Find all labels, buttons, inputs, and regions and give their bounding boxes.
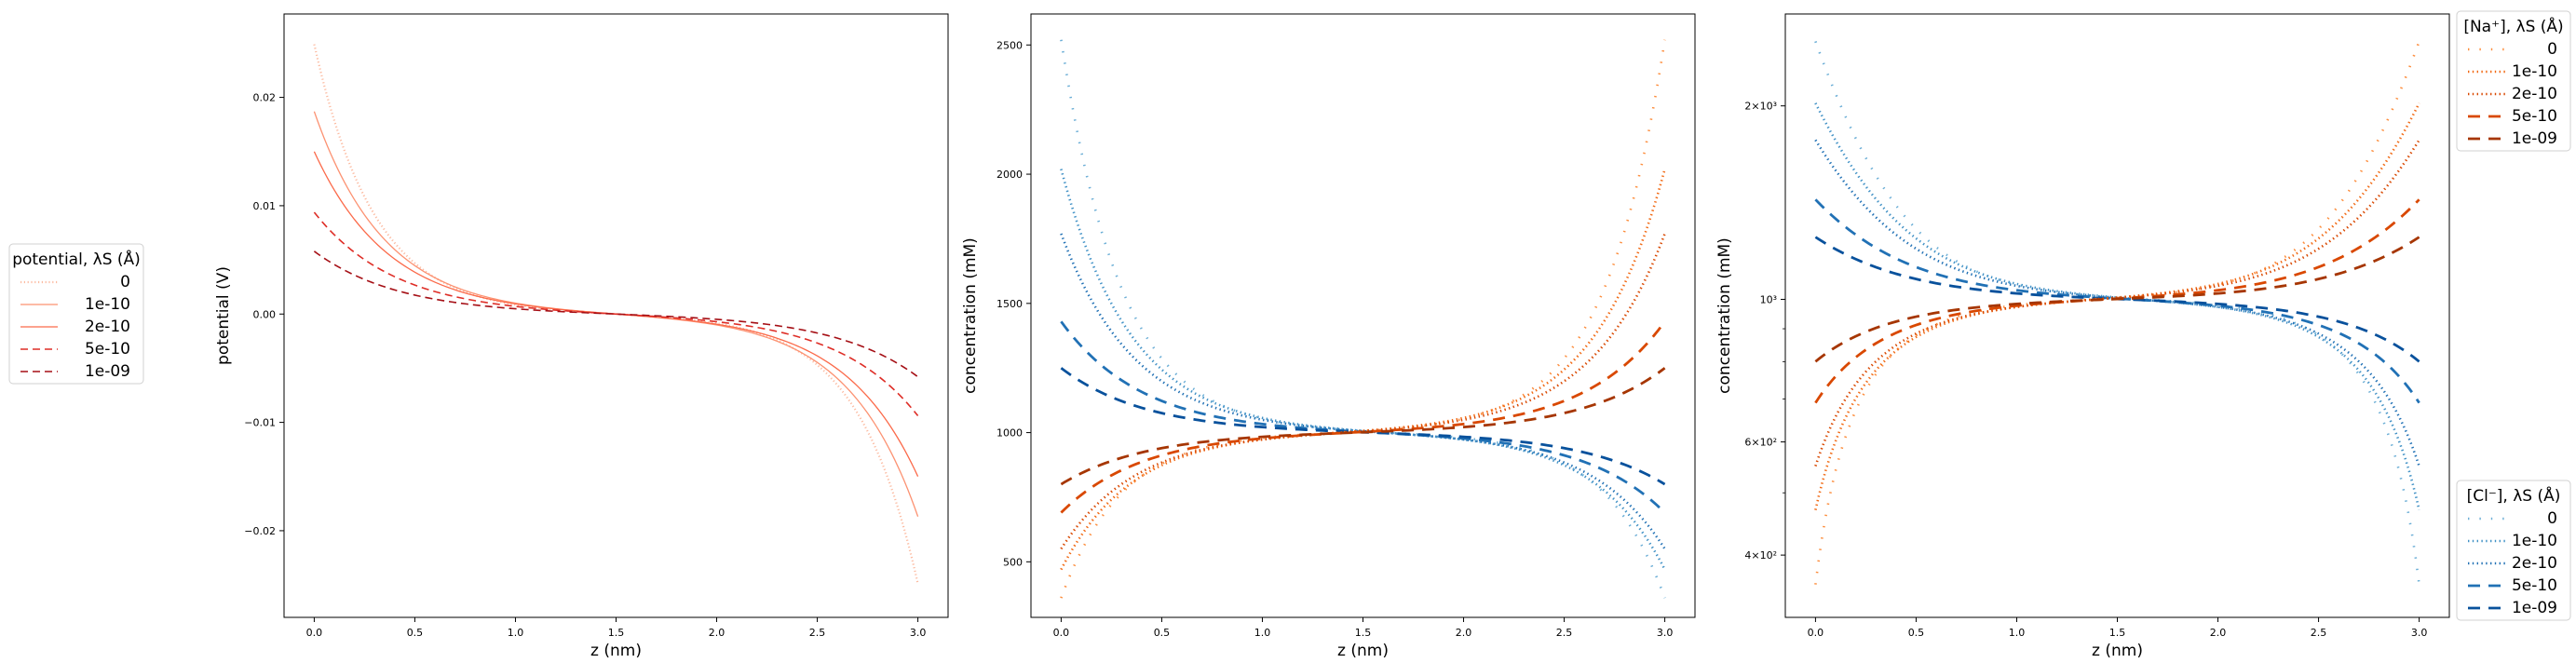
y-axis-label: concentration (mM) [961, 237, 980, 394]
x-tick-label: 2.5 [1556, 627, 1573, 639]
legend: [Na⁺], λS (Å) 0 1e-10 2e-10 5e-10 1e-09 [2456, 10, 2571, 152]
x-tick-label: 0.5 [1154, 627, 1171, 639]
x-axis-label: z (nm) [590, 642, 642, 660]
y-axis-label: concentration (mM) [1715, 237, 1734, 394]
legend-entry: 1e-09 [2512, 129, 2557, 148]
y-tick-label: 2×10³ [1744, 101, 1777, 113]
y-tick-label: 10³ [1760, 293, 1777, 305]
x-axis-label: z (nm) [2092, 642, 2143, 660]
x-tick-label: 0.5 [1908, 627, 1925, 639]
series-line [1060, 233, 1666, 550]
panel-frame [283, 13, 949, 618]
panel-frame [1784, 13, 2450, 618]
series-line [1060, 169, 1666, 571]
legend-entry: 1e-09 [85, 362, 130, 381]
legend-entry: 5e-10 [2512, 107, 2557, 126]
y-tick-label: 6×10² [1744, 437, 1777, 449]
x-tick-label: 0.0 [1053, 627, 1070, 639]
x-tick-label: 2.5 [2311, 627, 2327, 639]
series-line [1060, 39, 1666, 599]
legend-entry: 0 [120, 273, 130, 291]
panel-3: 0.0 0.5 1.0 1.5 2.0 2.5 3.0 2×10³ 10³ 6×10² 4×10² z… [1715, 13, 2450, 660]
series-group [1060, 39, 1666, 599]
series-line [1060, 233, 1666, 550]
legend-frame [2456, 480, 2571, 621]
panel-frame [1030, 13, 1696, 618]
x-tick-label: 1.5 [608, 627, 625, 639]
x-tick-label: 1.0 [2009, 627, 2026, 639]
series-line [1060, 320, 1666, 514]
series-line [1814, 40, 2420, 585]
y-tick-label: 0.01 [253, 200, 277, 212]
x-tick-label: 2.0 [709, 627, 725, 639]
y-tick-label: 2000 [997, 169, 1023, 181]
series-line [1060, 39, 1666, 599]
legend: [Cl⁻], λS (Å) 0 1e-10 2e-10 5e-10 1e-09 [2456, 480, 2571, 621]
series-line [313, 211, 919, 417]
series-line [1814, 40, 2420, 585]
y-axis-label: potential (V) [214, 266, 233, 365]
x-tick-label: 3.0 [910, 627, 927, 639]
x-tick-label: 0.0 [306, 627, 323, 639]
series-group [1814, 40, 2420, 585]
legend-entry: 0 [2547, 509, 2557, 528]
y-tick-label: 4×10² [1744, 549, 1777, 562]
legend-entry: 1e-10 [2512, 532, 2557, 550]
x-tick-label: 1.5 [2109, 627, 2126, 639]
legend: potential, λS (Å) 0 1e-10 2e-10 5e-10 1e-09 [8, 243, 144, 385]
y-tick-label: 0.02 [253, 92, 277, 104]
legend-entry: 0 [2547, 40, 2557, 59]
y-tick-label: −0.01 [244, 417, 276, 429]
legend-title: [Cl⁻], λS (Å) [2467, 485, 2561, 506]
y-tick-label: 0.00 [253, 308, 277, 320]
series-line [1060, 169, 1666, 571]
legend-entry: 2e-10 [85, 318, 130, 336]
series-line [313, 250, 919, 378]
legend-entry: 2e-10 [2512, 85, 2557, 103]
x-tick-label: 1.5 [1355, 627, 1372, 639]
series-line [313, 44, 919, 585]
legend-entry: 1e-09 [2512, 599, 2557, 617]
series-line [1814, 102, 2420, 510]
panel-2: 0.0 0.5 1.0 1.5 2.0 2.5 3.0 2500 2000 1500 1000 500… [961, 13, 1696, 660]
panel-1: 0.0 0.5 1.0 1.5 2.0 2.5 3.0 0.02 0.01 0.00 −0.01 −0… [214, 13, 949, 660]
series-line [1814, 102, 2420, 510]
x-tick-label: 1.0 [508, 627, 524, 639]
x-tick-label: 3.0 [1657, 627, 1674, 639]
y-tick-label: 500 [1003, 556, 1023, 568]
x-tick-label: 1.0 [1254, 627, 1271, 639]
y-tick-label: −0.02 [244, 525, 276, 537]
y-tick-label: 1000 [997, 427, 1023, 440]
series-line [1060, 367, 1666, 486]
legend-frame [2456, 10, 2571, 152]
y-tick-label: 2500 [997, 39, 1023, 51]
legend-title: potential, λS (Å) [12, 249, 141, 269]
legend-title: [Na⁺], λS (Å) [2463, 16, 2563, 36]
x-tick-label: 2.5 [809, 627, 826, 639]
x-tick-label: 0.5 [407, 627, 424, 639]
x-tick-label: 0.0 [1808, 627, 1824, 639]
legend-entry: 5e-10 [85, 340, 130, 359]
series-line [1814, 139, 2420, 467]
x-tick-label: 2.0 [1456, 627, 1472, 639]
legend-entry: 2e-10 [2512, 554, 2557, 573]
series-line [1060, 320, 1666, 514]
legend-entry: 5e-10 [2512, 576, 2557, 595]
series-line [1814, 139, 2420, 467]
legend-entry: 1e-10 [85, 295, 130, 314]
x-axis-label: z (nm) [1337, 642, 1389, 660]
series-group [313, 44, 919, 585]
series-line [1814, 236, 2420, 363]
x-tick-label: 2.0 [2210, 627, 2227, 639]
legend-frame [8, 243, 144, 385]
y-tick-label: 1500 [997, 298, 1023, 310]
series-line [1060, 367, 1666, 486]
x-tick-label: 3.0 [2411, 627, 2428, 639]
legend-entry: 1e-10 [2512, 62, 2557, 81]
